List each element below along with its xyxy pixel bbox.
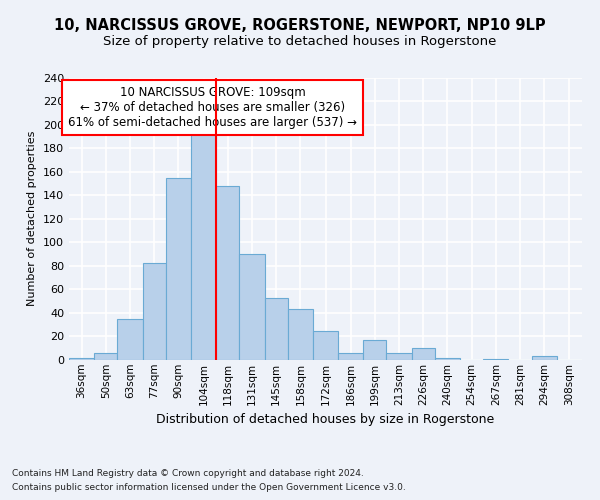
Bar: [363, 340, 386, 360]
Bar: [532, 356, 557, 360]
Bar: [191, 124, 216, 360]
Bar: [313, 330, 338, 360]
Bar: [166, 178, 191, 360]
Bar: [338, 353, 363, 360]
Bar: [412, 348, 435, 360]
Bar: [239, 254, 265, 360]
Bar: [94, 353, 118, 360]
Bar: [69, 358, 94, 360]
Text: Contains public sector information licensed under the Open Government Licence v3: Contains public sector information licen…: [12, 484, 406, 492]
Bar: [386, 353, 412, 360]
Text: 10, NARCISSUS GROVE, ROGERSTONE, NEWPORT, NP10 9LP: 10, NARCISSUS GROVE, ROGERSTONE, NEWPORT…: [54, 18, 546, 32]
Bar: [288, 310, 313, 360]
Text: Size of property relative to detached houses in Rogerstone: Size of property relative to detached ho…: [103, 35, 497, 48]
Bar: [435, 358, 460, 360]
Bar: [118, 319, 143, 360]
Bar: [484, 359, 508, 360]
Bar: [216, 186, 239, 360]
X-axis label: Distribution of detached houses by size in Rogerstone: Distribution of detached houses by size …: [157, 413, 494, 426]
Bar: [143, 264, 166, 360]
Text: 10 NARCISSUS GROVE: 109sqm
← 37% of detached houses are smaller (326)
61% of sem: 10 NARCISSUS GROVE: 109sqm ← 37% of deta…: [68, 86, 357, 129]
Text: Contains HM Land Registry data © Crown copyright and database right 2024.: Contains HM Land Registry data © Crown c…: [12, 468, 364, 477]
Bar: [265, 298, 288, 360]
Y-axis label: Number of detached properties: Number of detached properties: [28, 131, 37, 306]
